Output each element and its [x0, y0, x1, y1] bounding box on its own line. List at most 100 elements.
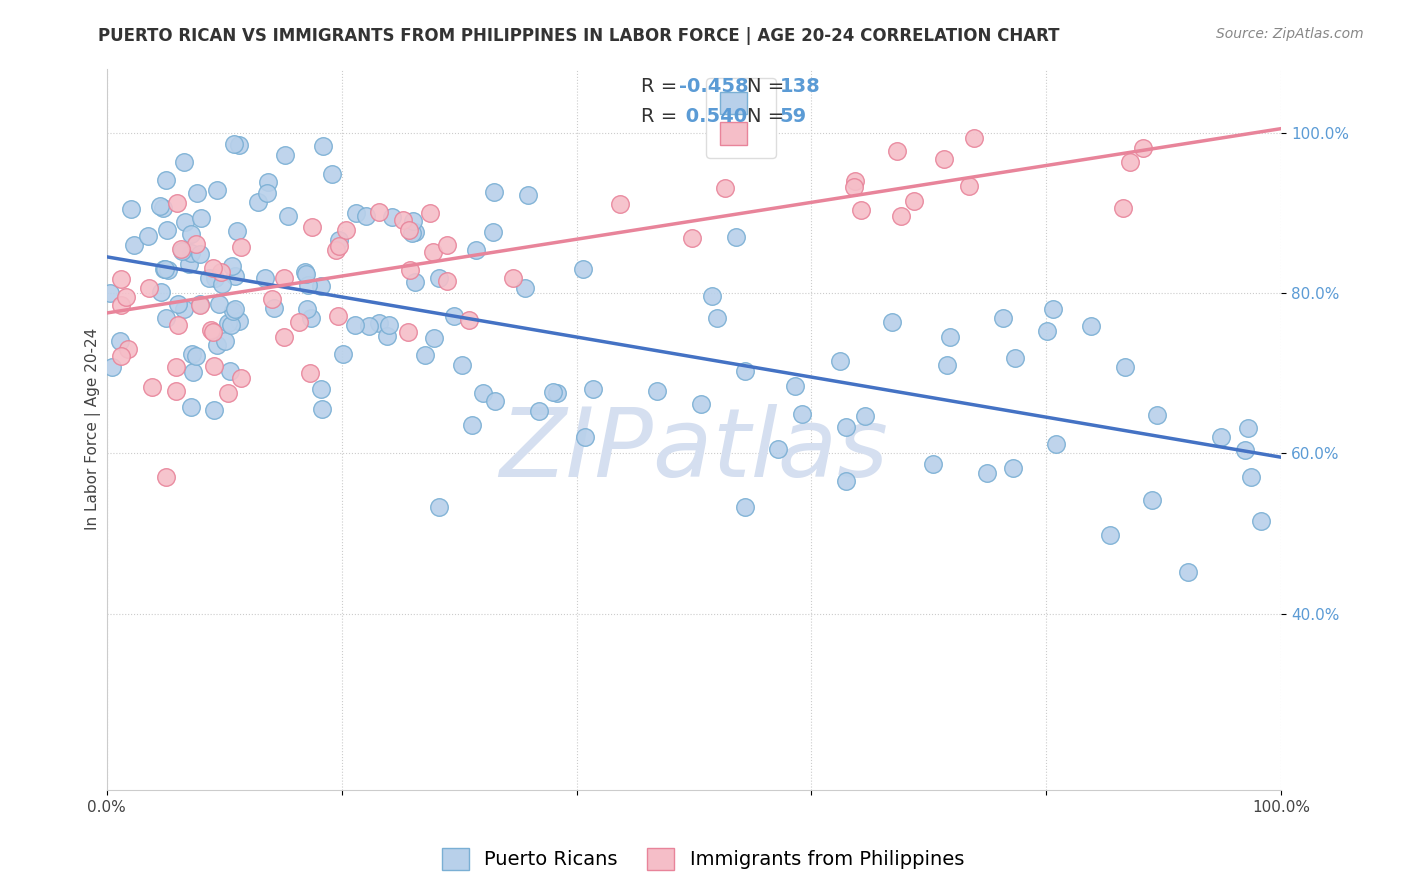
Point — [724, 229, 747, 244]
Point — [880, 315, 903, 329]
Point — [932, 152, 955, 166]
Point — [297, 278, 319, 293]
Point — [173, 155, 195, 169]
Point — [190, 211, 212, 225]
Point — [1001, 461, 1024, 475]
Point — [273, 329, 295, 343]
Point — [156, 263, 179, 277]
Point — [262, 293, 284, 307]
Point — [1234, 443, 1257, 458]
Text: Source: ZipAtlas.com: Source: ZipAtlas.com — [1216, 27, 1364, 41]
Text: 138: 138 — [780, 77, 821, 96]
Point — [343, 318, 366, 332]
Text: PUERTO RICAN VS IMMIGRANTS FROM PHILIPPINES IN LABOR FORCE | AGE 20-24 CORRELATI: PUERTO RICAN VS IMMIGRANTS FROM PHILIPPI… — [98, 27, 1060, 45]
Point — [423, 331, 446, 345]
Point — [484, 393, 506, 408]
Point — [224, 136, 246, 151]
Point — [217, 316, 239, 330]
Point — [572, 261, 595, 276]
Point — [422, 245, 444, 260]
Point — [226, 224, 249, 238]
Point — [517, 187, 540, 202]
Point — [766, 442, 789, 456]
Point — [458, 312, 481, 326]
Point — [790, 407, 813, 421]
Point — [991, 310, 1014, 325]
Point — [1042, 301, 1064, 316]
Point — [217, 385, 239, 400]
Point — [1118, 154, 1140, 169]
Point — [166, 195, 188, 210]
Point — [188, 298, 211, 312]
Point — [853, 409, 876, 423]
Point — [702, 288, 724, 302]
Point — [201, 261, 224, 276]
Point — [922, 457, 945, 471]
Text: 59: 59 — [780, 107, 807, 127]
Point — [222, 304, 245, 318]
Point — [149, 199, 172, 213]
Point — [828, 353, 851, 368]
Point — [527, 403, 550, 417]
Point — [301, 220, 323, 235]
Point — [202, 402, 225, 417]
Point — [122, 237, 145, 252]
Point — [328, 239, 350, 253]
Text: 0.540: 0.540 — [679, 107, 747, 127]
Point — [221, 259, 243, 273]
Point — [170, 244, 193, 259]
Point — [482, 225, 505, 239]
Point — [120, 202, 142, 216]
Point — [1240, 470, 1263, 484]
Point — [165, 384, 187, 399]
Point — [367, 204, 389, 219]
Point — [443, 309, 465, 323]
Point — [436, 274, 458, 288]
Point — [202, 325, 225, 339]
Point — [328, 233, 350, 247]
Point — [180, 245, 202, 260]
Point — [344, 206, 367, 220]
Point — [295, 267, 318, 281]
Point — [254, 271, 277, 285]
Point — [186, 237, 208, 252]
Point — [219, 318, 242, 332]
Point — [415, 348, 437, 362]
Point — [427, 500, 450, 514]
Point — [136, 229, 159, 244]
Point — [935, 358, 957, 372]
Point — [399, 262, 422, 277]
Point — [938, 330, 960, 344]
Point — [110, 349, 132, 363]
Point — [332, 347, 354, 361]
Point — [1098, 528, 1121, 542]
Point — [166, 297, 188, 311]
Point — [257, 175, 280, 189]
Point — [886, 144, 908, 158]
Point — [311, 401, 333, 416]
Point — [427, 270, 450, 285]
Point — [155, 311, 177, 326]
Point — [256, 186, 278, 200]
Point — [357, 318, 380, 333]
Point — [713, 180, 735, 194]
Text: ZIPatlas: ZIPatlas — [499, 404, 889, 498]
Point — [581, 383, 603, 397]
Point — [117, 342, 139, 356]
Point — [976, 466, 998, 480]
Point — [706, 310, 728, 325]
Point — [1111, 201, 1133, 215]
Point — [484, 185, 506, 199]
Point — [1140, 492, 1163, 507]
Point — [1045, 437, 1067, 451]
Point — [402, 213, 425, 227]
Point — [110, 298, 132, 312]
Text: -0.458: -0.458 — [679, 77, 748, 96]
Point — [1080, 318, 1102, 333]
Point — [844, 174, 866, 188]
Point — [401, 226, 423, 240]
Point — [335, 222, 357, 236]
Point — [228, 313, 250, 327]
Point — [834, 474, 856, 488]
Legend: Puerto Ricans, Immigrants from Philippines: Puerto Ricans, Immigrants from Philippin… — [434, 839, 972, 878]
